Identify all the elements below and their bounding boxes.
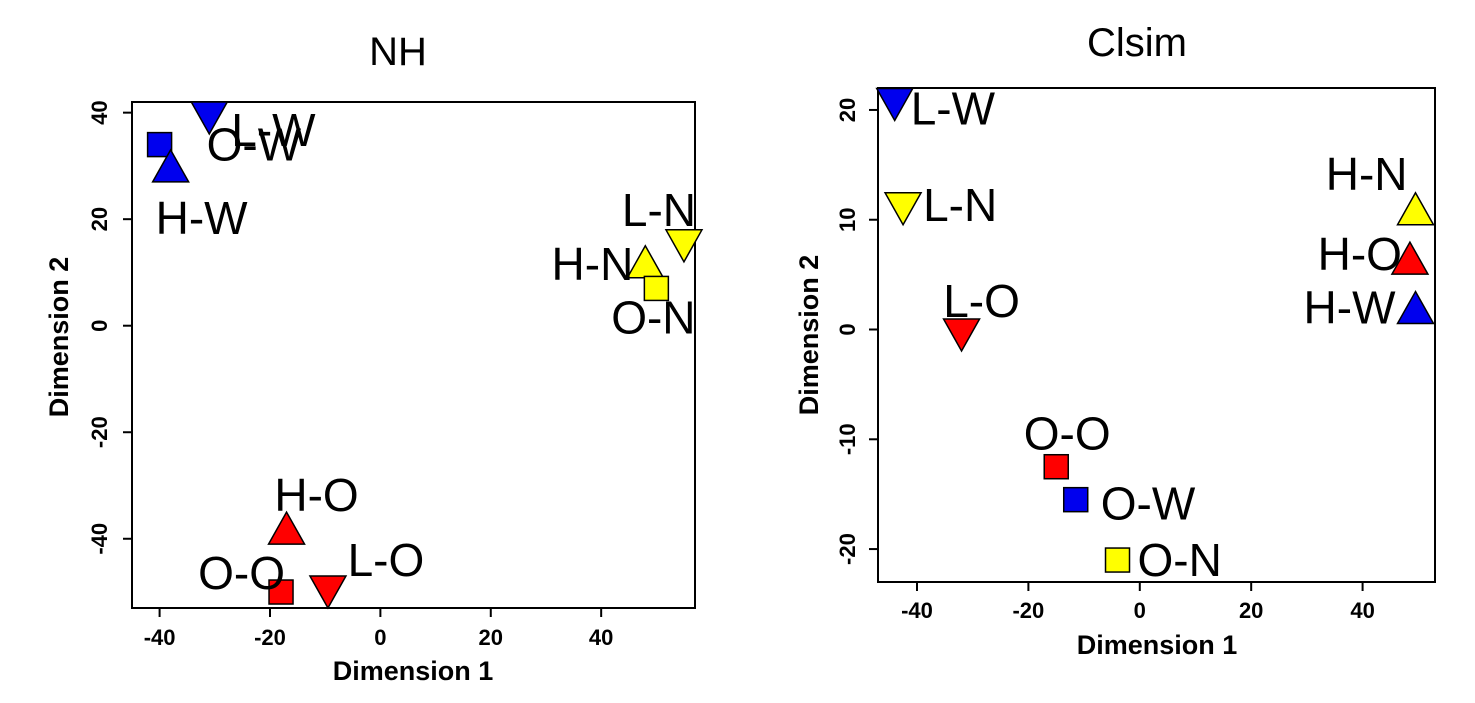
nh-y-tick-label: 40	[87, 100, 112, 124]
clsim-point-o-n	[1104, 547, 1131, 573]
clsim-y-axis-label: Dimension 2	[794, 255, 824, 416]
clsim-chart-title: Clsim	[1087, 21, 1187, 65]
clsim-point-label-o-w: O-W	[1101, 478, 1196, 530]
clsim-panel: Clsim Dimension 1 Dimension 2 -40 -20 0 20 4…	[794, 21, 1436, 660]
nh-point-h-w	[151, 148, 190, 183]
nh-x-tick-label: 0	[374, 625, 386, 650]
clsim-x-ticks: -40 -20 0 20 40	[901, 581, 1375, 623]
clsim-x-tick-label: 20	[1239, 598, 1263, 623]
clsim-point-label-l-w: L-W	[911, 82, 996, 134]
nh-point-label-o-o: O-O	[198, 547, 285, 599]
nh-panel: NH Dimension 1 Dimension 2 -40 -20 0 20 40 -…	[44, 30, 704, 686]
nh-x-tick-label: -20	[254, 625, 286, 650]
nh-point-label-h-n: H-N	[552, 238, 634, 290]
nh-point-o-o	[268, 579, 294, 605]
clsim-y-tick-label: 0	[835, 323, 860, 335]
clsim-point-label-h-w: H-W	[1304, 282, 1397, 334]
clsim-point-label-h-n: H-N	[1326, 148, 1408, 200]
clsim-point-l-n	[883, 192, 923, 227]
clsim-point-label-o-n: O-N	[1138, 534, 1222, 586]
nh-x-ticks: -40 -20 0 20 40	[144, 607, 613, 650]
nh-points	[146, 101, 704, 610]
nh-point-h-o	[267, 510, 306, 545]
nh-point-label-l-n: L-N	[622, 184, 696, 236]
nh-point-label-o-w: O-W	[207, 119, 302, 171]
nh-point-label-h-w: H-W	[156, 192, 249, 244]
nh-y-ticks: -40 -20 0 20 40	[87, 100, 133, 555]
nh-point-l-n	[664, 229, 704, 264]
nh-y-tick-label: -20	[87, 416, 112, 448]
clsim-point-h-n	[1396, 191, 1435, 226]
nh-point-label-o-n: O-N	[611, 291, 695, 343]
nh-x-tick-label: -40	[144, 625, 176, 650]
clsim-x-tick-label: 40	[1350, 598, 1374, 623]
clsim-points	[875, 87, 1435, 573]
nh-point-o-n	[643, 275, 670, 302]
clsim-x-tick-label: -20	[1012, 598, 1044, 623]
nh-point-l-w	[189, 101, 229, 136]
clsim-point-o-o	[1043, 453, 1069, 480]
clsim-x-tick-label: -40	[901, 598, 933, 623]
clsim-y-tick-label: -20	[835, 533, 860, 565]
nh-point-label-h-o: H-O	[274, 469, 358, 521]
clsim-x-axis-label: Dimension 1	[1077, 630, 1238, 660]
clsim-point-l-o	[942, 318, 981, 353]
clsim-point-l-w	[875, 87, 914, 122]
nh-point-o-w	[146, 131, 173, 158]
nh-point-label-l-o: L-O	[348, 534, 425, 586]
clsim-point-label-l-o: L-O	[943, 275, 1020, 327]
clsim-y-tick-label: -10	[835, 423, 860, 455]
clsim-point-labels: L-W L-N L-O H-N H-OH-W O-O O-WO-N	[911, 82, 1408, 586]
nh-y-tick-label: 20	[87, 207, 112, 231]
clsim-point-label-h-o: H-O	[1318, 228, 1402, 280]
nh-y-tick-label: -40	[87, 523, 112, 555]
nh-point-label-l-w: L-W	[231, 104, 316, 156]
nh-chart-title: NH	[369, 30, 427, 74]
nh-plot-frame	[131, 101, 696, 609]
clsim-y-ticks: -20 -10 0 10 20	[835, 98, 879, 565]
nh-y-axis-label: Dimension 2	[44, 257, 74, 418]
clsim-point-o-w	[1062, 486, 1089, 513]
nh-point-labels: L-WO-W H-W L-NH-NO-N H-O O-O L-O	[156, 104, 696, 599]
clsim-point-h-w	[1396, 290, 1435, 325]
nh-x-tick-label: 40	[589, 625, 613, 650]
clsim-point-label-l-n: L-N	[923, 179, 997, 231]
clsim-point-h-o	[1390, 240, 1430, 275]
clsim-point-label-o-o: O-O	[1024, 408, 1111, 460]
nh-x-tick-label: 20	[479, 625, 503, 650]
clsim-x-tick-label: 0	[1134, 598, 1146, 623]
nh-x-axis-label: Dimension 1	[333, 656, 494, 686]
nh-y-tick-label: 0	[87, 320, 112, 332]
nh-point-l-o	[308, 575, 348, 610]
clsim-y-tick-label: 20	[835, 98, 860, 122]
clsim-y-tick-label: 10	[835, 207, 860, 231]
